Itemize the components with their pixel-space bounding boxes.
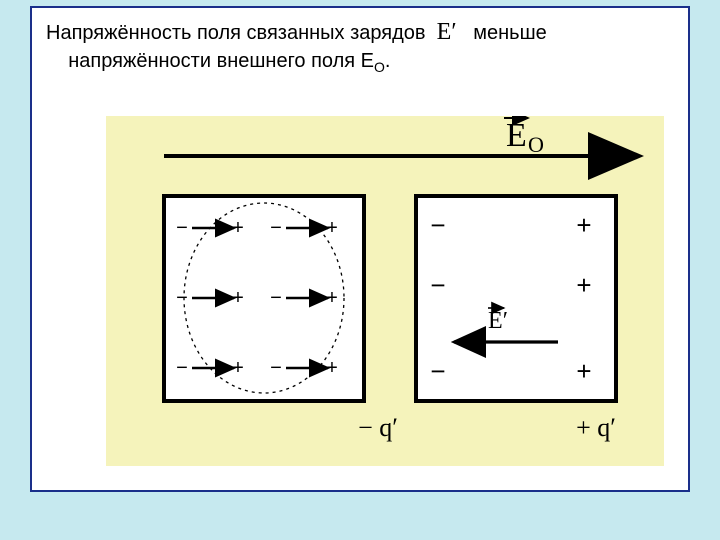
caption-line2: напряжённости внешнего поля Е (68, 50, 374, 72)
caption-dot: . (385, 50, 391, 72)
svg-text:+: + (232, 357, 244, 379)
svg-text:+ q′: + q′ (576, 413, 616, 442)
svg-text:+: + (576, 356, 591, 386)
svg-text:+: + (576, 210, 591, 240)
physics-diagram: EO − + − + − + − + − + − + − + − + − + E′ − q′ + q′ (106, 116, 664, 466)
slide: Напряжённость поля связанных зарядов E′ … (0, 0, 720, 540)
svg-text:−: − (270, 357, 282, 379)
svg-text:−: − (430, 356, 445, 386)
svg-text:+: + (326, 357, 338, 379)
caption-e-prime: E′ (437, 19, 457, 45)
svg-text:−: − (176, 357, 188, 379)
svg-text:+: + (326, 287, 338, 309)
svg-text:− q′: − q′ (358, 413, 398, 442)
caption-text: Напряжённость поля связанных зарядов E′ … (46, 16, 674, 77)
content-frame: Напряжённость поля связанных зарядов E′ … (30, 6, 690, 492)
svg-text:−: − (430, 270, 445, 300)
svg-text:+: + (232, 217, 244, 239)
svg-text:−: − (176, 287, 188, 309)
caption-part2: меньше (473, 22, 547, 44)
svg-text:−: − (270, 287, 282, 309)
diagram-area: EO − + − + − + − + − + − + − + − + − + E′ − q′ + q′ (106, 116, 664, 466)
svg-text:O: O (528, 132, 544, 157)
caption-sub: О (374, 59, 385, 75)
svg-text:+: + (232, 287, 244, 309)
svg-text:+: + (326, 217, 338, 239)
svg-text:E: E (506, 117, 527, 154)
caption-part1: Напряжённость поля связанных зарядов (46, 22, 426, 44)
svg-text:+: + (576, 270, 591, 300)
svg-text:−: − (430, 210, 445, 240)
svg-text:E′: E′ (488, 308, 508, 334)
svg-text:−: − (176, 217, 188, 239)
svg-text:−: − (270, 217, 282, 239)
